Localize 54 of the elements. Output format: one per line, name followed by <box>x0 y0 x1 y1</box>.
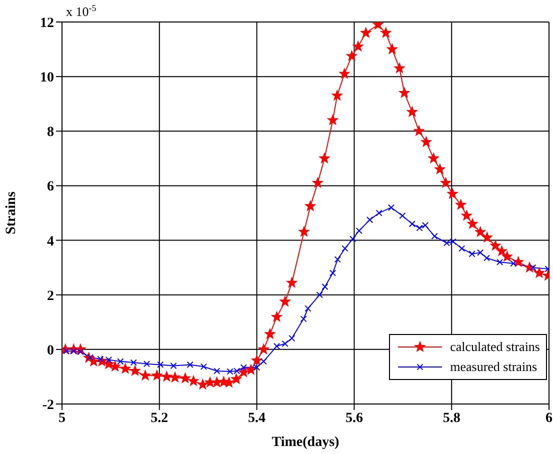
point <box>496 258 504 266</box>
text: x 10$^{-5}$ <box>66 3 97 19</box>
y-axis-title: Strains <box>4 191 19 234</box>
point <box>200 363 208 370</box>
point <box>329 270 336 276</box>
y-tick-label: 2 <box>47 288 54 304</box>
point <box>316 292 323 298</box>
legend-label: calculated strains <box>450 339 540 355</box>
point <box>334 256 341 263</box>
point <box>376 210 382 216</box>
point <box>170 362 177 370</box>
x-tick-label: 5 <box>58 410 66 426</box>
x-tick-label: 5.4 <box>248 410 266 426</box>
point <box>143 360 150 368</box>
legend-label: measured strains <box>450 359 538 375</box>
y-tick-label: 12 <box>40 16 54 31</box>
point <box>483 254 490 262</box>
y-tick-label: 4 <box>47 234 54 250</box>
point <box>388 204 395 211</box>
point <box>254 364 260 371</box>
point <box>468 250 476 258</box>
y-tick-label: 10 <box>40 70 54 86</box>
point <box>214 368 220 374</box>
point <box>399 212 406 220</box>
point <box>157 361 164 368</box>
x-tick-label: 5.2 <box>150 410 168 426</box>
point <box>349 236 356 242</box>
point <box>458 245 466 252</box>
point <box>240 364 247 371</box>
point <box>186 361 194 368</box>
y-tick-label: -2 <box>42 398 54 413</box>
point <box>304 305 312 312</box>
point <box>342 245 348 252</box>
x-tick-label: 5.6 <box>345 410 363 426</box>
x-tick-label: 6 <box>546 410 552 426</box>
x-axis-title: Time(days) <box>272 435 340 450</box>
point <box>117 358 124 365</box>
point <box>282 340 288 347</box>
point <box>288 334 296 342</box>
point <box>130 359 137 366</box>
point <box>356 227 362 234</box>
x-tick-label: 5.8 <box>442 410 460 426</box>
y-tick-label: 8 <box>47 125 54 140</box>
point <box>273 342 280 350</box>
point <box>431 232 438 240</box>
point <box>408 220 416 228</box>
y-tick-label: 6 <box>47 180 54 195</box>
point <box>510 260 517 267</box>
point <box>300 316 307 322</box>
point <box>322 283 328 290</box>
y-tick-label: 0 <box>47 343 54 358</box>
point <box>260 358 267 365</box>
point <box>366 216 374 224</box>
point <box>477 249 484 256</box>
